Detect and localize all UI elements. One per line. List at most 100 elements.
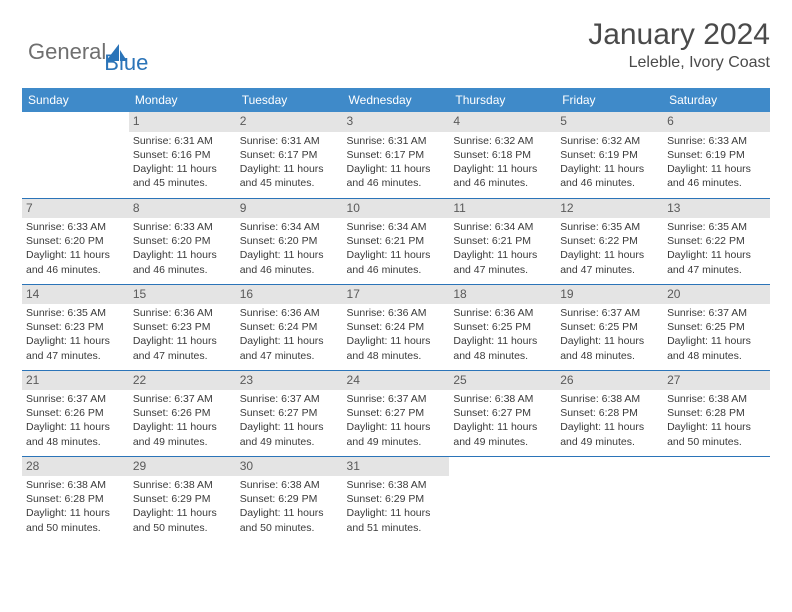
weekday-wednesday: Wednesday <box>343 88 450 112</box>
sunset-line: Sunset: 6:28 PM <box>667 406 766 420</box>
daylight-line-1: Daylight: 11 hours <box>26 420 125 434</box>
calendar-week-row: 1Sunrise: 6:31 AMSunset: 6:16 PMDaylight… <box>22 112 770 198</box>
sunrise-line: Sunrise: 6:38 AM <box>453 392 552 406</box>
daylight-line-1: Daylight: 11 hours <box>560 248 659 262</box>
daylight-line-2: and 46 minutes. <box>560 176 659 190</box>
daylight-line-2: and 47 minutes. <box>26 349 125 363</box>
day-body: Sunrise: 6:36 AMSunset: 6:24 PMDaylight:… <box>236 304 343 367</box>
day-number: 29 <box>129 457 236 477</box>
calendar-cell: 22Sunrise: 6:37 AMSunset: 6:26 PMDayligh… <box>129 370 236 456</box>
day-number: 26 <box>556 371 663 391</box>
daylight-line-2: and 48 minutes. <box>26 435 125 449</box>
day-number: 16 <box>236 285 343 305</box>
day-number: 18 <box>449 285 556 305</box>
calendar-cell: 15Sunrise: 6:36 AMSunset: 6:23 PMDayligh… <box>129 284 236 370</box>
sunrise-line: Sunrise: 6:31 AM <box>347 134 446 148</box>
sunrise-line: Sunrise: 6:37 AM <box>560 306 659 320</box>
sunset-line: Sunset: 6:27 PM <box>453 406 552 420</box>
calendar-cell: 31Sunrise: 6:38 AMSunset: 6:29 PMDayligh… <box>343 456 450 542</box>
calendar-cell: 4Sunrise: 6:32 AMSunset: 6:18 PMDaylight… <box>449 112 556 198</box>
sunrise-line: Sunrise: 6:36 AM <box>453 306 552 320</box>
day-number: 30 <box>236 457 343 477</box>
day-body: Sunrise: 6:36 AMSunset: 6:23 PMDaylight:… <box>129 304 236 367</box>
daylight-line-2: and 51 minutes. <box>347 521 446 535</box>
day-number: 8 <box>129 199 236 219</box>
sunrise-line: Sunrise: 6:31 AM <box>133 134 232 148</box>
day-body: Sunrise: 6:34 AMSunset: 6:20 PMDaylight:… <box>236 218 343 281</box>
daylight-line-1: Daylight: 11 hours <box>240 162 339 176</box>
daylight-line-2: and 46 minutes. <box>240 263 339 277</box>
sunset-line: Sunset: 6:26 PM <box>26 406 125 420</box>
sunset-line: Sunset: 6:17 PM <box>240 148 339 162</box>
daylight-line-2: and 46 minutes. <box>26 263 125 277</box>
daylight-line-1: Daylight: 11 hours <box>667 420 766 434</box>
daylight-line-2: and 46 minutes. <box>453 176 552 190</box>
daylight-line-2: and 49 minutes. <box>240 435 339 449</box>
calendar-cell: 19Sunrise: 6:37 AMSunset: 6:25 PMDayligh… <box>556 284 663 370</box>
sunset-line: Sunset: 6:26 PM <box>133 406 232 420</box>
calendar-cell: 18Sunrise: 6:36 AMSunset: 6:25 PMDayligh… <box>449 284 556 370</box>
day-body: Sunrise: 6:32 AMSunset: 6:18 PMDaylight:… <box>449 132 556 195</box>
daylight-line-2: and 46 minutes. <box>133 263 232 277</box>
day-number: 6 <box>663 112 770 132</box>
sunset-line: Sunset: 6:29 PM <box>347 492 446 506</box>
day-number: 1 <box>129 112 236 132</box>
calendar-cell: 24Sunrise: 6:37 AMSunset: 6:27 PMDayligh… <box>343 370 450 456</box>
sunrise-line: Sunrise: 6:35 AM <box>26 306 125 320</box>
sunset-line: Sunset: 6:24 PM <box>240 320 339 334</box>
daylight-line-2: and 46 minutes. <box>667 176 766 190</box>
calendar-cell: 5Sunrise: 6:32 AMSunset: 6:19 PMDaylight… <box>556 112 663 198</box>
daylight-line-1: Daylight: 11 hours <box>133 506 232 520</box>
sunrise-line: Sunrise: 6:31 AM <box>240 134 339 148</box>
calendar-week-row: 14Sunrise: 6:35 AMSunset: 6:23 PMDayligh… <box>22 284 770 370</box>
daylight-line-1: Daylight: 11 hours <box>347 506 446 520</box>
sunset-line: Sunset: 6:25 PM <box>453 320 552 334</box>
sunset-line: Sunset: 6:20 PM <box>240 234 339 248</box>
calendar-week-row: 7Sunrise: 6:33 AMSunset: 6:20 PMDaylight… <box>22 198 770 284</box>
daylight-line-1: Daylight: 11 hours <box>347 420 446 434</box>
sunset-line: Sunset: 6:21 PM <box>453 234 552 248</box>
calendar-cell: 20Sunrise: 6:37 AMSunset: 6:25 PMDayligh… <box>663 284 770 370</box>
calendar-cell: 3Sunrise: 6:31 AMSunset: 6:17 PMDaylight… <box>343 112 450 198</box>
sunset-line: Sunset: 6:25 PM <box>667 320 766 334</box>
day-number: 7 <box>22 199 129 219</box>
daylight-line-1: Daylight: 11 hours <box>26 248 125 262</box>
day-body: Sunrise: 6:33 AMSunset: 6:20 PMDaylight:… <box>22 218 129 281</box>
weekday-monday: Monday <box>129 88 236 112</box>
day-body: Sunrise: 6:31 AMSunset: 6:17 PMDaylight:… <box>343 132 450 195</box>
daylight-line-1: Daylight: 11 hours <box>560 162 659 176</box>
day-number: 12 <box>556 199 663 219</box>
weekday-sunday: Sunday <box>22 88 129 112</box>
calendar-cell: 30Sunrise: 6:38 AMSunset: 6:29 PMDayligh… <box>236 456 343 542</box>
daylight-line-1: Daylight: 11 hours <box>560 420 659 434</box>
brand-logo: General Blue <box>22 18 148 76</box>
day-body: Sunrise: 6:37 AMSunset: 6:27 PMDaylight:… <box>343 390 450 453</box>
sunset-line: Sunset: 6:28 PM <box>560 406 659 420</box>
daylight-line-1: Daylight: 11 hours <box>133 162 232 176</box>
sunset-line: Sunset: 6:24 PM <box>347 320 446 334</box>
day-body: Sunrise: 6:35 AMSunset: 6:22 PMDaylight:… <box>663 218 770 281</box>
weekday-saturday: Saturday <box>663 88 770 112</box>
calendar-cell <box>663 456 770 542</box>
sunset-line: Sunset: 6:19 PM <box>560 148 659 162</box>
header: General Blue January 2024 Leleble, Ivory… <box>22 18 770 76</box>
sunrise-line: Sunrise: 6:34 AM <box>240 220 339 234</box>
day-number: 11 <box>449 199 556 219</box>
daylight-line-1: Daylight: 11 hours <box>240 420 339 434</box>
day-number: 17 <box>343 285 450 305</box>
sunrise-line: Sunrise: 6:37 AM <box>347 392 446 406</box>
daylight-line-1: Daylight: 11 hours <box>453 420 552 434</box>
daylight-line-2: and 50 minutes. <box>26 521 125 535</box>
day-number: 23 <box>236 371 343 391</box>
daylight-line-2: and 48 minutes. <box>560 349 659 363</box>
day-body: Sunrise: 6:31 AMSunset: 6:16 PMDaylight:… <box>129 132 236 195</box>
day-body: Sunrise: 6:35 AMSunset: 6:23 PMDaylight:… <box>22 304 129 367</box>
day-body: Sunrise: 6:34 AMSunset: 6:21 PMDaylight:… <box>449 218 556 281</box>
calendar-cell: 17Sunrise: 6:36 AMSunset: 6:24 PMDayligh… <box>343 284 450 370</box>
day-body: Sunrise: 6:37 AMSunset: 6:25 PMDaylight:… <box>556 304 663 367</box>
sunrise-line: Sunrise: 6:38 AM <box>133 478 232 492</box>
sunset-line: Sunset: 6:22 PM <box>667 234 766 248</box>
daylight-line-1: Daylight: 11 hours <box>133 334 232 348</box>
day-body: Sunrise: 6:33 AMSunset: 6:20 PMDaylight:… <box>129 218 236 281</box>
daylight-line-2: and 47 minutes. <box>240 349 339 363</box>
